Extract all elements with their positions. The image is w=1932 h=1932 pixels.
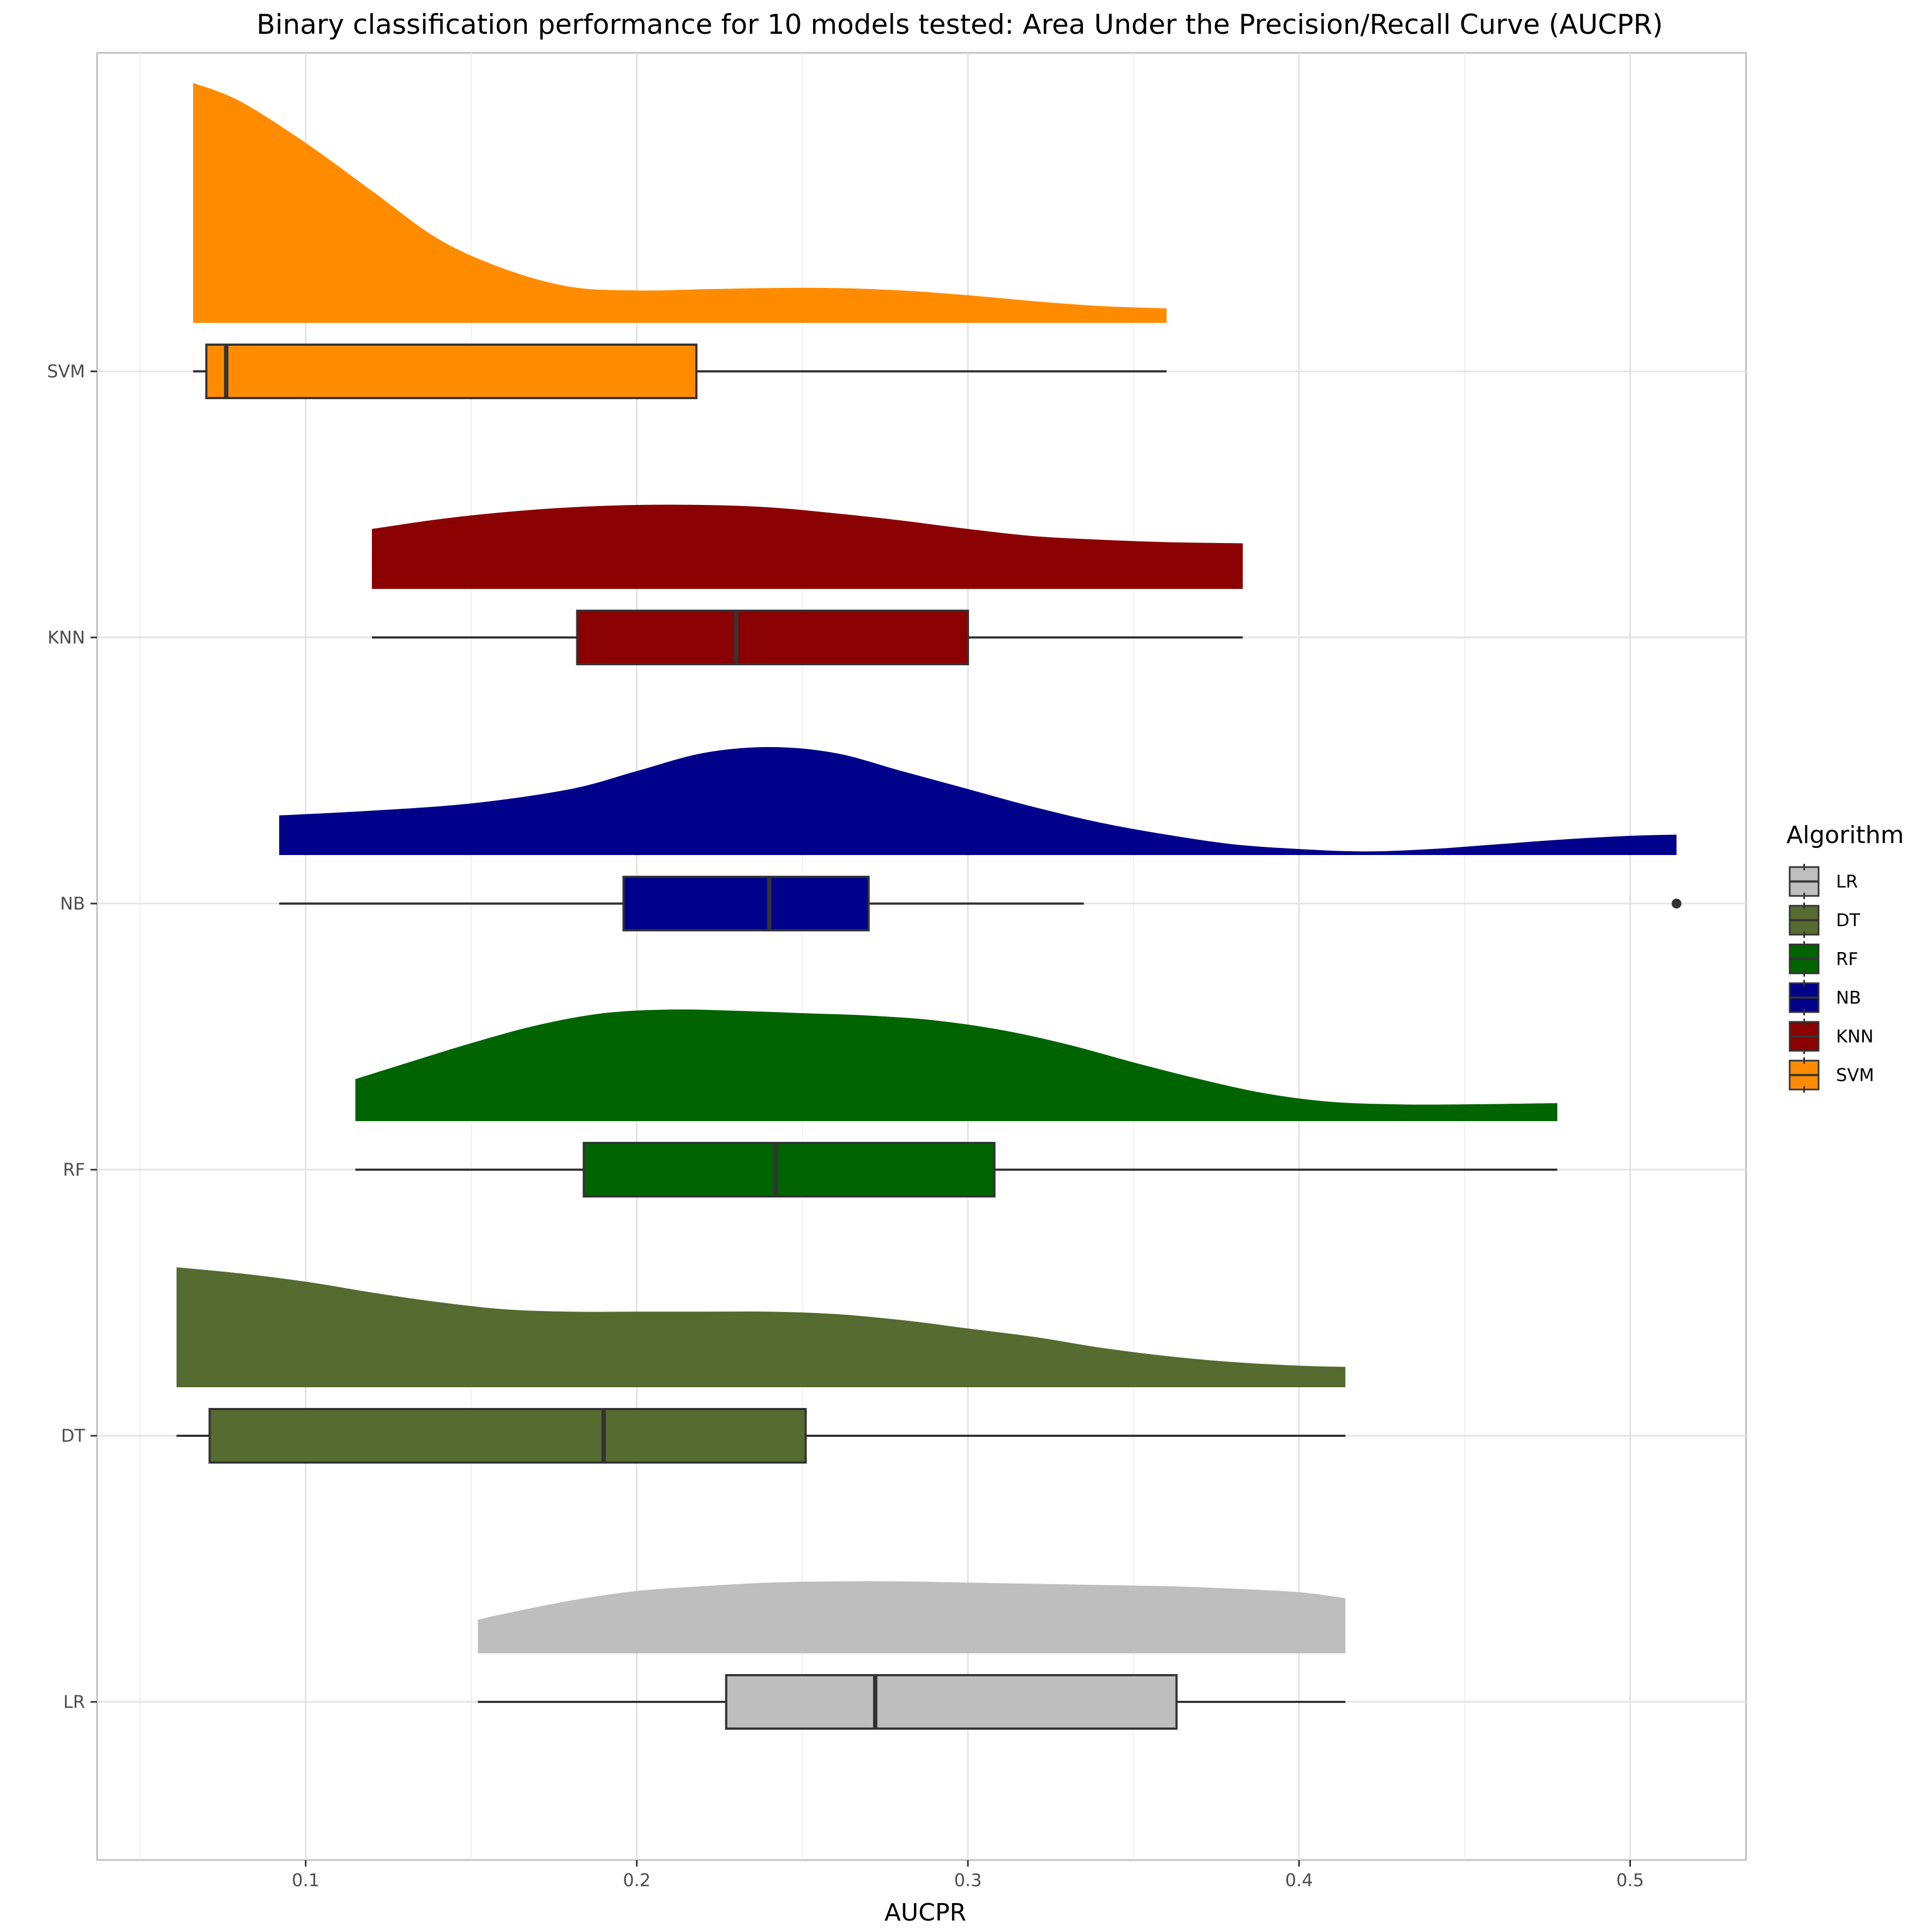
y-tick-label-lr: LR (63, 1692, 85, 1712)
density-cloud-dt (176, 1267, 1346, 1387)
y-tick-label-svm: SVM (47, 361, 85, 382)
box-nb (622, 876, 870, 931)
box-rf (582, 1142, 996, 1197)
legend-item-rf: RF (1789, 941, 1858, 977)
legend-item-knn: KNN (1789, 1019, 1874, 1054)
legend-label: SVM (1836, 1065, 1874, 1086)
chart-title: Binary classification performance for 10… (256, 9, 1663, 40)
legend-item-dt: DT (1789, 902, 1861, 938)
legend-item-svm: SVM (1789, 1057, 1874, 1093)
x-tick-label: 0.3 (954, 1870, 982, 1891)
x-tick-label: 0.1 (292, 1870, 320, 1891)
legend-label: KNN (1836, 1026, 1874, 1047)
box-dt (208, 1408, 807, 1464)
legend-item-lr: LR (1789, 864, 1858, 899)
y-tick-label-rf: RF (63, 1159, 85, 1180)
legend-label: DT (1836, 910, 1861, 931)
box-svm (205, 344, 698, 399)
density-cloud-rf (355, 1009, 1557, 1121)
legend-label: RF (1836, 949, 1858, 970)
legend-items: LR DT RF NB KNN SVM (1789, 864, 1874, 1093)
density-cloud-knn (372, 504, 1243, 589)
density-clouds (176, 83, 1677, 1653)
y-tick-label-knn: KNN (47, 627, 85, 648)
legend-item-nb: NB (1789, 980, 1861, 1015)
legend: Algorithm LR DT RF NB KNN SVM (1786, 821, 1904, 1093)
density-cloud-svm (193, 83, 1167, 323)
x-axis-tick-labels: 0.1 0.2 0.3 0.4 0.5 (292, 1860, 1644, 1891)
x-tick-label: 0.2 (623, 1870, 651, 1891)
box-lr (725, 1674, 1178, 1730)
legend-label: NB (1836, 988, 1861, 1008)
y-tick-label-dt: DT (61, 1425, 86, 1446)
outlier-point-nb (1671, 899, 1682, 908)
x-axis-title: AUCPR (884, 1899, 966, 1927)
density-cloud-lr (478, 1581, 1346, 1653)
density-cloud-nb (279, 747, 1677, 855)
x-tick-label: 0.5 (1616, 1870, 1644, 1891)
x-tick-label: 0.4 (1285, 1870, 1313, 1891)
y-tick-label-nb: NB (60, 893, 85, 914)
legend-label: LR (1836, 871, 1858, 892)
boxplots (176, 344, 1682, 1730)
box-knn (576, 610, 970, 665)
legend-title: Algorithm (1786, 821, 1904, 849)
y-axis-tick-labels: LR DT RF NB KNN SVM (47, 361, 97, 1712)
